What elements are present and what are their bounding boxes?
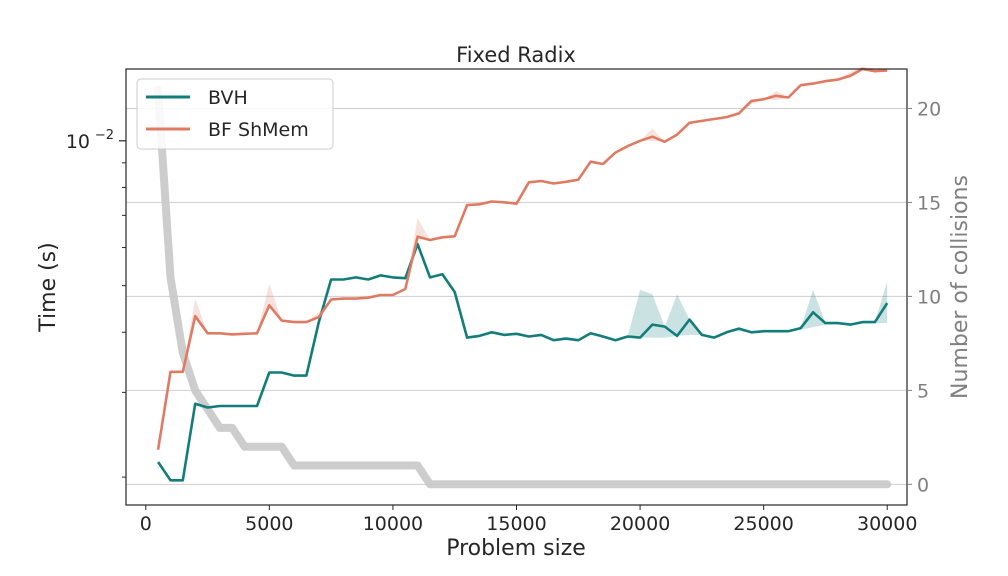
y-tick-label-exponent: −2 [95,128,114,143]
chart-title: Fixed Radix [456,43,576,67]
y-tick-label: 10 [66,131,90,153]
series-lines [154,67,892,489]
series-line-bf-shmem [156,67,888,450]
right-tick-label: 15 [917,192,941,214]
right-tick-label: 20 [917,98,941,120]
right-tick-label: 0 [917,474,929,496]
right-tick-label: 10 [917,286,941,308]
x-tick-label: 30000 [857,513,917,535]
series-line-bvh [157,242,889,482]
x-tick-label: 10000 [363,513,423,535]
legend-label-bf-shmem: BF ShMem [208,119,309,141]
axis-ticks: 0 5 10 15 20 0 5000 10000 15000 20000 25000 30000 10… [66,98,941,535]
legend-label-bvh: BVH [208,87,248,109]
x-tick-label: 0 [140,513,152,535]
series-line-collisions [154,85,892,489]
right-axis-label: Number of collisions [948,175,973,399]
x-tick-label: 5000 [245,513,293,535]
x-axis-label: Problem size [446,536,586,561]
x-tick-label: 20000 [610,513,670,535]
legend: BVH BF ShMem [136,78,334,150]
right-tick-label: 5 [917,380,929,402]
y-axis-label: Time (s) [36,242,61,332]
x-tick-label: 15000 [486,513,546,535]
x-tick-label: 25000 [733,513,793,535]
